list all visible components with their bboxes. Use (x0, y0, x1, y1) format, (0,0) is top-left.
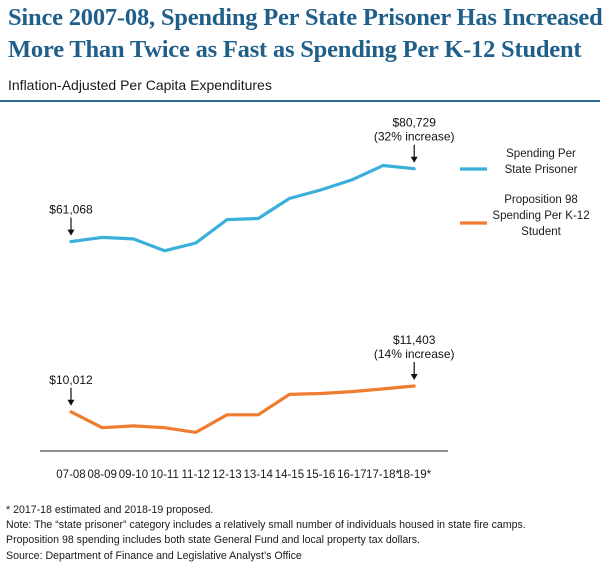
x-tick-label: 08-09 (87, 469, 116, 481)
data-label: $61,068 (49, 203, 93, 217)
x-tick-label: 14-15 (275, 469, 304, 481)
chart-title-line-2: More Than Twice as Fast as Spending Per … (8, 36, 582, 63)
footnote-source: Source: Department of Finance and Legisl… (6, 549, 302, 562)
x-tick-label: 17-18* (366, 469, 400, 481)
x-tick-label: 10-11 (150, 469, 179, 481)
annotation-arrow-head (410, 156, 418, 163)
title-divider (0, 100, 600, 102)
legend-label: Spending Per (506, 148, 576, 160)
annotation-arrow-head (67, 399, 75, 406)
data-label: $80,729 (393, 116, 437, 130)
footnotes: * 2017-18 estimated and 2018-19 proposed… (6, 503, 526, 564)
footnote-note: Note: The “state prisoner” category incl… (6, 519, 526, 532)
legend-label: State Prisoner (505, 164, 578, 176)
footnote-prop98: Proposition 98 spending includes both st… (6, 534, 420, 547)
legend-label: Student (521, 226, 561, 238)
x-tick-label: 12-13 (212, 469, 241, 481)
series-line-1 (69, 163, 416, 253)
x-tick-label: 09-10 (119, 469, 148, 481)
x-tick-label: 18-19* (397, 469, 431, 481)
annotation-arrow-head (67, 229, 75, 236)
annotation-arrow-head (410, 374, 418, 381)
x-tick-label: 16-17 (337, 469, 366, 481)
line-chart: 07-08 08-09 09-10 10-11 11-12 12-13 13-14 14-15… (40, 116, 590, 481)
x-tick-label: 13-14 (243, 469, 273, 481)
data-label: (32% increase) (374, 130, 455, 144)
legend-label: Spending Per K-12 (492, 210, 589, 222)
series-line-2 (69, 384, 416, 434)
x-tick-label: 11-12 (182, 469, 211, 481)
data-label: $11,403 (393, 333, 436, 347)
data-label: (14% increase) (374, 347, 455, 361)
x-tick-label: 15-16 (306, 469, 335, 481)
footnote-estimates: * 2017-18 estimated and 2018-19 proposed… (6, 504, 214, 516)
chart-subtitle: Inflation-Adjusted Per Capita Expenditur… (8, 77, 272, 93)
chart-title-line-1: Since 2007-08, Spending Per State Prison… (8, 4, 603, 31)
x-tick-label: 07-08 (56, 469, 85, 481)
legend-label: Proposition 98 (504, 194, 578, 206)
data-label: $10,012 (49, 373, 93, 387)
